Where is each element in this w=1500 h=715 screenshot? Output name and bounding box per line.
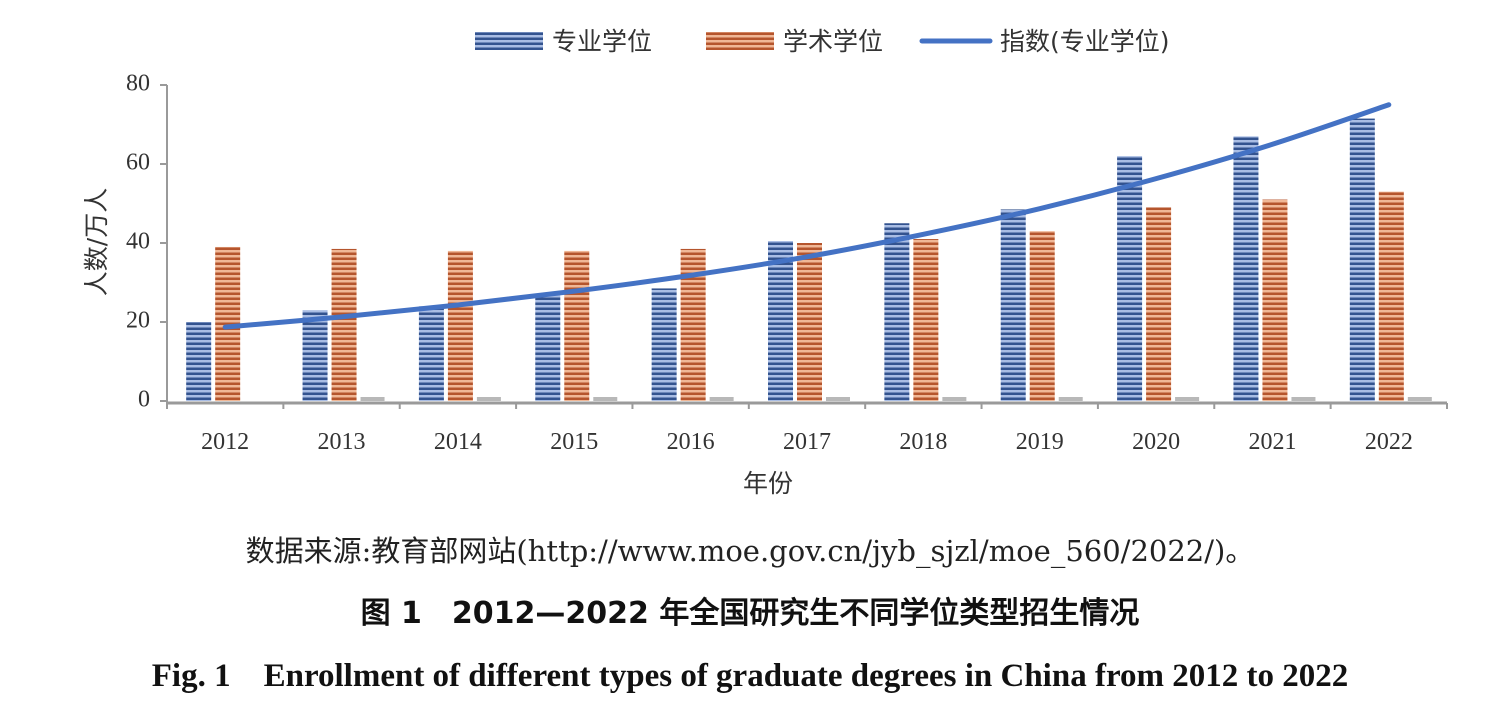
bar-professional-degree xyxy=(418,306,444,401)
bar-academic-degree xyxy=(797,243,822,401)
source-note: 数据来源:教育部网站(http://www.moe.gov.cn/jyb_sjz… xyxy=(245,534,1255,568)
x-tick-label: 2016 xyxy=(667,429,715,455)
bar-academic-degree xyxy=(447,250,473,401)
y-tick-label: 80 xyxy=(126,71,150,97)
legend-label-index: 指数(专业学位) xyxy=(1000,27,1170,56)
figure-caption-chinese: 图 1 2012—2022 年全国研究生不同学位类型招生情况 xyxy=(360,596,1140,631)
bar-academic-degree xyxy=(331,248,357,401)
x-tick-labels: 2012 2013 2014 2015 2016 2017 2018 2019 2020 2021… xyxy=(201,429,1413,455)
bar-professional-degree xyxy=(302,310,328,401)
bar-professional-degree xyxy=(1000,209,1026,401)
y-tick-label: 60 xyxy=(126,150,150,176)
bar-professional-degree xyxy=(1117,156,1143,401)
bar-professional-degree xyxy=(768,241,793,401)
bars xyxy=(186,118,1404,401)
minor-bar xyxy=(1407,397,1432,401)
x-tick-label: 2018 xyxy=(899,429,947,455)
bar-academic-degree xyxy=(913,239,939,401)
legend-swatch-academic xyxy=(706,32,774,50)
minor-bar xyxy=(360,397,385,401)
bar-professional-degree xyxy=(651,288,677,401)
x-tick-label: 2013 xyxy=(318,429,366,455)
x-tick-label: 2020 xyxy=(1132,429,1180,455)
minor-bar xyxy=(1058,397,1083,401)
minor-bar xyxy=(1291,397,1316,401)
minor-bar xyxy=(709,397,734,401)
x-axis-title: 年份 xyxy=(743,469,793,498)
x-tick-label: 2014 xyxy=(434,429,482,455)
minor-bar xyxy=(476,397,501,401)
x-tick-label: 2017 xyxy=(783,429,831,455)
bar-professional-degree xyxy=(535,294,561,401)
bar-academic-degree xyxy=(1262,199,1288,401)
legend-label-professional: 专业学位 xyxy=(552,27,652,56)
y-tick-label: 40 xyxy=(126,229,150,255)
bar-professional-degree xyxy=(1233,136,1259,401)
legend-swatch-professional xyxy=(475,32,543,50)
x-tick-label: 2022 xyxy=(1365,429,1413,455)
legend-label-academic: 学术学位 xyxy=(783,27,883,56)
bar-academic-degree xyxy=(1146,207,1172,401)
bar-academic-degree xyxy=(564,250,590,401)
minor-bar xyxy=(593,397,618,401)
legend: 专业学位 学术学位 指数(专业学位) xyxy=(475,27,1170,56)
bar-professional-degree xyxy=(186,322,212,401)
y-tick-label: 0 xyxy=(138,387,150,413)
minor-bars xyxy=(360,397,1432,401)
minor-bar xyxy=(1175,397,1200,401)
x-tick-label: 2021 xyxy=(1248,429,1296,455)
index-line xyxy=(222,102,1392,330)
bar-academic-degree xyxy=(1378,191,1404,401)
minor-bar xyxy=(826,397,850,401)
bar-academic-degree xyxy=(1029,231,1055,401)
x-tick-label: 2015 xyxy=(550,429,598,455)
y-tick-label: 20 xyxy=(126,308,150,334)
bar-professional-degree xyxy=(1349,118,1375,401)
chart: 专业学位 学术学位 指数(专业学位) 人数/万人 年份 0 20 40 60 80 20… xyxy=(82,27,1448,498)
y-tick-labels: 0 20 40 60 80 xyxy=(126,71,150,413)
minor-bar xyxy=(942,397,967,401)
x-tick-label: 2019 xyxy=(1016,429,1064,455)
x-tick-label: 2012 xyxy=(201,429,249,455)
y-axis-title: 人数/万人 xyxy=(82,188,111,296)
axis-ticks xyxy=(160,84,1448,409)
bar-professional-degree xyxy=(884,223,910,401)
figure-caption-english: Fig. 1 Enrollment of different types of … xyxy=(151,658,1349,694)
